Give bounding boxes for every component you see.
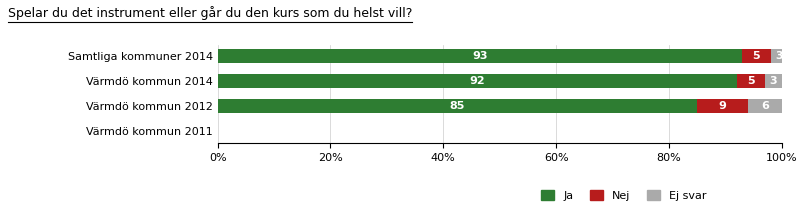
Text: 92: 92 xyxy=(469,76,485,86)
Bar xyxy=(771,49,787,63)
Text: 6: 6 xyxy=(761,101,769,111)
Bar xyxy=(737,74,765,88)
Text: 85: 85 xyxy=(450,101,465,111)
Legend: Ja, Nej, Ej svar: Ja, Nej, Ej svar xyxy=(537,186,711,204)
Text: 93: 93 xyxy=(472,51,488,61)
Text: 3: 3 xyxy=(775,51,783,61)
Text: 5: 5 xyxy=(747,76,754,86)
Text: 5: 5 xyxy=(753,51,760,61)
Text: Spelar du det instrument eller går du den kurs som du helst vill?: Spelar du det instrument eller går du de… xyxy=(8,6,413,20)
Bar xyxy=(742,49,771,63)
Bar xyxy=(748,100,782,113)
Bar xyxy=(218,100,697,113)
Text: 3: 3 xyxy=(770,76,777,86)
Bar xyxy=(218,74,737,88)
Bar xyxy=(697,100,748,113)
Bar xyxy=(218,49,742,63)
Bar xyxy=(765,74,782,88)
Text: 9: 9 xyxy=(719,101,726,111)
